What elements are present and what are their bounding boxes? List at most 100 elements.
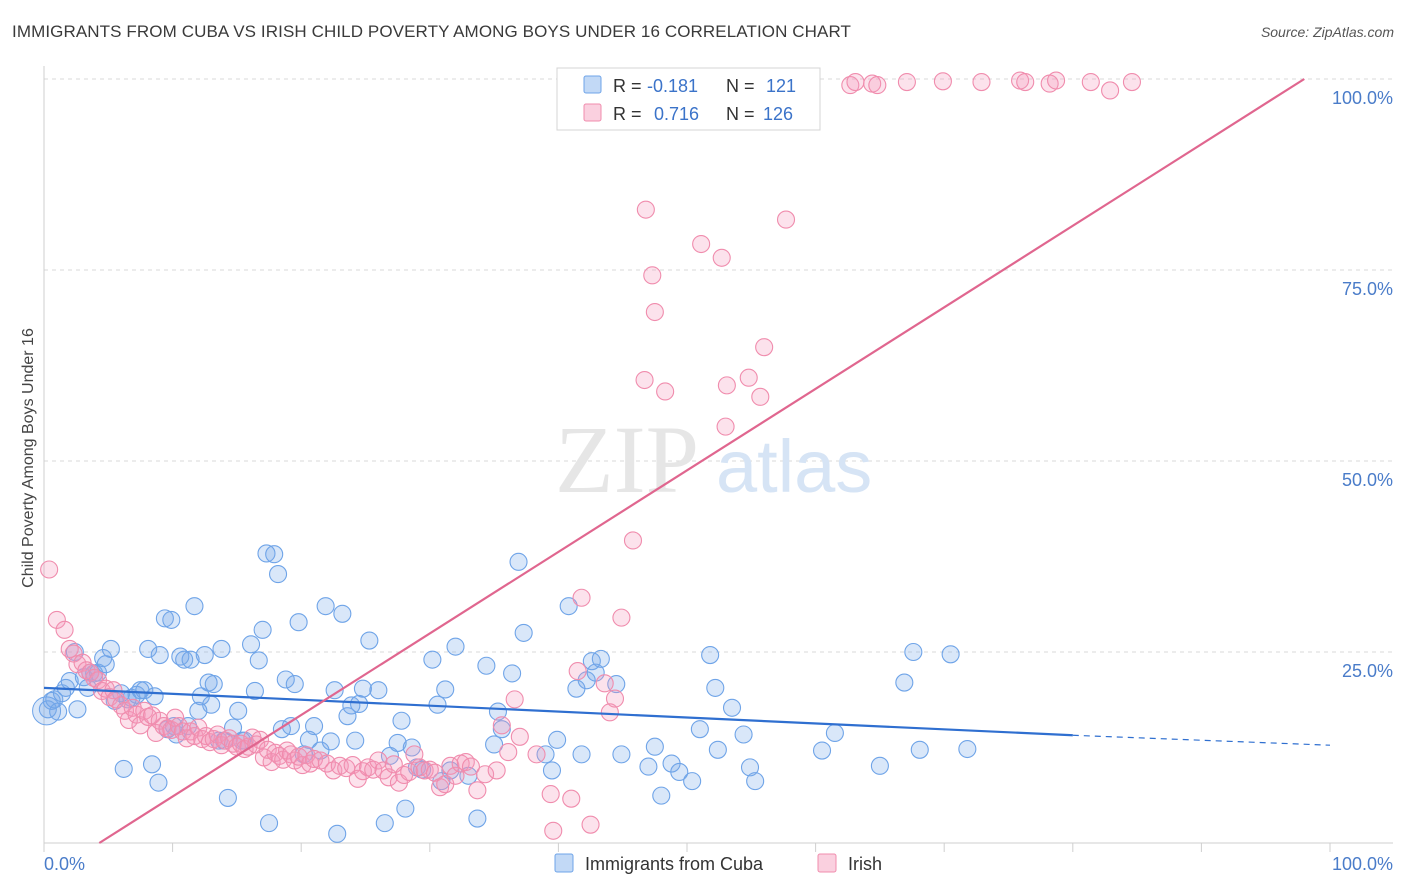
irish-point-123 xyxy=(716,417,735,436)
cuba-point-75 xyxy=(333,604,352,623)
cuba-point-79 xyxy=(350,694,369,714)
cuba-point-60 xyxy=(265,545,284,564)
irish-point-100 xyxy=(499,743,518,762)
cuba-trend-line xyxy=(43,686,1073,737)
irish-point-122 xyxy=(717,376,736,395)
irish-point-1 xyxy=(47,610,66,629)
cuba-point-139 xyxy=(958,739,977,759)
irish-point-133 xyxy=(897,73,916,92)
cuba-point-59 xyxy=(259,814,279,833)
legend-n-label-1: N = xyxy=(726,76,755,96)
y-tick-label-1: 50.0% xyxy=(1342,470,1393,490)
cuba-point-68 xyxy=(299,730,318,749)
irish-point-99 xyxy=(492,716,511,735)
series-cuba-points xyxy=(32,544,977,843)
irish-point-62 xyxy=(289,747,308,766)
irish-point-87 xyxy=(420,760,439,779)
irish-point-116 xyxy=(643,266,662,285)
cuba-point-27 xyxy=(145,687,164,706)
irish-point-103 xyxy=(527,745,546,764)
cuba-point-101 xyxy=(488,702,508,721)
cuba-point-47 xyxy=(212,639,231,658)
irish-point-72 xyxy=(343,756,362,775)
cuba-point-cluster xyxy=(32,696,62,726)
series-irish-points xyxy=(40,71,1142,840)
cuba-point-81 xyxy=(360,631,379,650)
irish-point-96 xyxy=(468,781,487,800)
cuba-point-73 xyxy=(325,681,344,700)
cuba-point-136 xyxy=(904,642,923,662)
cuba-point-28 xyxy=(149,773,168,792)
cuba-point-123 xyxy=(683,772,702,791)
irish-point-106 xyxy=(562,789,581,808)
cuba-point-49 xyxy=(218,788,237,807)
x-tick-label-end: 100.0% xyxy=(1332,854,1393,874)
cuba-point-26 xyxy=(142,755,162,774)
irish-point-110 xyxy=(595,674,614,693)
irish-point-114 xyxy=(623,531,643,550)
trend-lines xyxy=(43,78,1331,844)
irish-point-95 xyxy=(461,757,481,776)
cuba-point-91 xyxy=(423,650,442,669)
cuba-point-19 xyxy=(114,759,133,778)
cuba-point-76 xyxy=(338,707,357,726)
y-tick-label-0: 25.0% xyxy=(1342,661,1393,681)
legend-r-label-2: R = xyxy=(613,104,642,124)
legend-bottom-label-irish: Irish xyxy=(848,854,882,874)
irish-point-77 xyxy=(369,751,388,770)
cuba-point-137 xyxy=(910,740,929,759)
cuba-point-16 xyxy=(101,639,120,658)
irish-point-126 xyxy=(755,338,774,357)
cuba-point-126 xyxy=(706,678,725,697)
irish-point-89 xyxy=(431,778,450,797)
cuba-point-78 xyxy=(346,731,365,750)
irish-point-111 xyxy=(600,703,619,722)
irish-point-140 xyxy=(1081,73,1100,92)
irish-point-118 xyxy=(645,302,664,322)
cuba-point-95 xyxy=(441,761,460,780)
cuba-trend-extension xyxy=(1072,734,1331,746)
cuba-point-82 xyxy=(369,681,388,700)
cuba-point-8 xyxy=(68,700,87,719)
cuba-point-100 xyxy=(485,735,504,754)
cuba-point-58 xyxy=(257,544,276,563)
irish-point-121 xyxy=(712,248,731,267)
cuba-point-86 xyxy=(392,711,411,730)
cuba-point-72 xyxy=(321,732,340,751)
cuba-point-103 xyxy=(503,664,522,683)
tick-labels: 25.0% 50.0% 75.0% 100.0% 0.0% 100.0% xyxy=(44,88,1393,874)
irish-point-107 xyxy=(568,662,587,681)
irish-point-63 xyxy=(293,756,312,775)
legend-n-value-2: 126 xyxy=(763,104,793,124)
cuba-point-24 xyxy=(135,681,154,700)
cuba-point-99 xyxy=(477,656,496,675)
legend-n-label-2: N = xyxy=(726,104,755,124)
cuba-point-55 xyxy=(245,681,264,701)
y-tick-label-3: 100.0% xyxy=(1332,88,1393,108)
cuba-point-36 xyxy=(175,650,194,669)
irish-point-137 xyxy=(1016,73,1035,92)
irish-point-134 xyxy=(933,72,952,91)
legend-stats: R = -0.181 N = 121 R = 0.716 N = 126 xyxy=(556,67,821,131)
cuba-point-120 xyxy=(652,786,671,805)
cuba-point-65 xyxy=(285,675,304,694)
legend-bottom-swatch-irish xyxy=(817,853,837,873)
irish-point-141 xyxy=(1101,81,1120,100)
irish-point-97 xyxy=(476,765,495,784)
cuba-point-56 xyxy=(249,651,268,670)
irish-trend-line xyxy=(98,78,1305,844)
irish-point-129 xyxy=(841,76,860,95)
cuba-point-94 xyxy=(436,680,455,699)
legend-n-value-1: 121 xyxy=(766,76,796,96)
cuba-point-45 xyxy=(204,675,223,694)
cuba-point-109 xyxy=(559,597,578,616)
irish-point-127 xyxy=(776,210,796,229)
irish-point-113 xyxy=(612,608,631,627)
irish-point-104 xyxy=(541,785,560,804)
irish-point-119 xyxy=(656,382,675,401)
cuba-point-96 xyxy=(446,637,465,656)
irish-point-135 xyxy=(972,73,991,92)
irish-point-142 xyxy=(1122,73,1142,92)
cuba-point-122 xyxy=(670,762,689,781)
